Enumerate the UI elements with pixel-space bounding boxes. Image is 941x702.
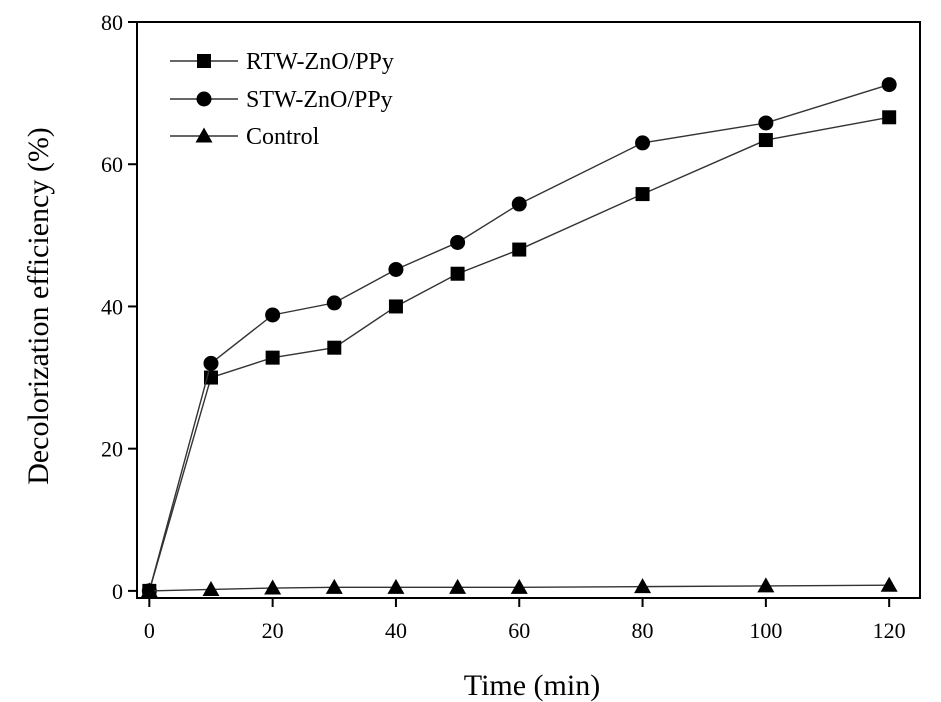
plot-area [136,21,921,599]
data-point [758,115,774,131]
series-line [149,584,890,592]
data-point [388,261,404,277]
data-point [510,578,528,594]
data-point [202,580,220,596]
data-point [511,196,527,212]
data-point [264,579,282,595]
x-tick-label: 80 [632,618,654,643]
y-tick-label: 60 [101,152,123,177]
data-point [758,133,773,148]
data-point [387,578,405,594]
series-stw-zno-ppy [141,77,897,599]
series-control [140,576,898,598]
data-point [388,299,403,314]
plot-frame [136,21,921,599]
data-point [265,350,280,365]
data-point [882,110,897,125]
legend-item-rtw-zno-ppy: RTW-ZnO/PPy [170,49,394,75]
x-tick-label: 40 [385,618,407,643]
data-point [265,307,281,323]
legend-label: Control [246,124,320,150]
y-axis-title: Decolorization efficiency (%) [22,127,55,485]
legend-label: RTW-ZnO/PPy [246,49,394,75]
data-point [757,577,775,593]
x-tick-label: 100 [749,618,782,643]
data-point [881,77,897,93]
legend: RTW-ZnO/PPy STW-ZnO/PPy Control [170,49,394,150]
data-point [635,187,650,202]
data-point [635,135,651,151]
legend-marker [197,54,211,68]
legend-item-stw-zno-ppy: STW-ZnO/PPy [170,87,393,113]
data-point [203,355,219,371]
data-point [634,578,652,594]
series-line [148,83,890,592]
legend-item-control: Control [170,124,320,150]
y-tick-label: 80 [101,10,123,35]
x-tick-label: 120 [873,618,906,643]
series-group [140,77,898,599]
legend-marker [195,127,213,143]
data-point [326,295,342,311]
data-point [325,578,343,594]
series-rtw-zno-ppy [142,110,897,598]
y-tick-label: 20 [101,437,123,462]
x-tick-label: 60 [508,618,530,643]
data-point [449,578,467,594]
data-point [880,576,898,592]
x-tick-label: 20 [262,618,284,643]
legend-marker [196,91,212,107]
data-point [450,266,465,281]
data-point [512,242,527,257]
legend-label: STW-ZnO/PPy [246,87,393,113]
x-tick-label: 0 [144,618,155,643]
y-tick-label: 0 [112,579,123,604]
series-line [148,116,890,592]
axis-ticks: 0 20 40 60 80 100 120 0 20 40 60 80 [101,10,906,643]
y-tick-label: 40 [101,294,123,319]
x-axis-title: Time (min) [464,669,600,702]
data-point [327,340,342,355]
data-point [140,582,158,598]
data-point [450,234,466,250]
